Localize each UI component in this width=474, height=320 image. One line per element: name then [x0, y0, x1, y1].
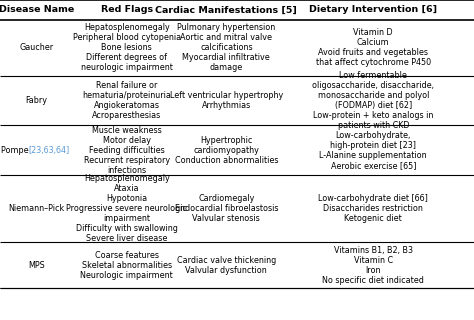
- Text: Avoid fruits and vegetables: Avoid fruits and vegetables: [318, 48, 428, 57]
- Text: MPS: MPS: [28, 260, 45, 270]
- Text: Myocardial infiltrative: Myocardial infiltrative: [182, 53, 270, 62]
- Text: L-Alanine supplementation: L-Alanine supplementation: [319, 151, 427, 160]
- Text: Different degrees of: Different degrees of: [86, 53, 167, 62]
- Text: No specific diet indicated: No specific diet indicated: [322, 276, 424, 285]
- Text: Hepatosplenomegaly: Hepatosplenomegaly: [84, 23, 170, 32]
- Text: Iron: Iron: [365, 266, 381, 275]
- Text: Feeding difficulties: Feeding difficulties: [89, 146, 164, 155]
- Text: Skeletal abnormalities: Skeletal abnormalities: [82, 260, 172, 270]
- Text: impairment: impairment: [103, 214, 150, 223]
- Text: Vitamin C: Vitamin C: [354, 256, 393, 265]
- Text: Conduction abnormalities: Conduction abnormalities: [174, 156, 278, 165]
- Text: Endocardial fibroelastosis: Endocardial fibroelastosis: [174, 204, 278, 213]
- Text: Arrhythmias: Arrhythmias: [202, 101, 251, 110]
- Text: cardiomyopathy: cardiomyopathy: [193, 146, 259, 155]
- Text: Motor delay: Motor delay: [103, 136, 151, 145]
- Text: Disease Name: Disease Name: [0, 5, 74, 14]
- Text: Neurologic impairment: Neurologic impairment: [81, 271, 173, 280]
- Text: oligosaccharide, disaccharide,: oligosaccharide, disaccharide,: [312, 81, 434, 90]
- Text: Renal failure or: Renal failure or: [96, 81, 157, 90]
- Text: Recurrent respiratory: Recurrent respiratory: [84, 156, 170, 165]
- Text: Hypertrophic: Hypertrophic: [200, 136, 253, 145]
- Text: calcifications: calcifications: [200, 43, 253, 52]
- Text: Progressive severe neurologic: Progressive severe neurologic: [66, 204, 187, 213]
- Text: Left ventricular hypertrophy: Left ventricular hypertrophy: [170, 91, 283, 100]
- Text: Red Flags: Red Flags: [101, 5, 153, 14]
- Text: Angiokeratomas: Angiokeratomas: [94, 101, 160, 110]
- Text: damage: damage: [210, 63, 243, 72]
- Text: Peripheral blood cytopenia: Peripheral blood cytopenia: [73, 33, 181, 42]
- Text: Aortic and mitral valve: Aortic and mitral valve: [180, 33, 273, 42]
- Text: [23,63,64]: [23,63,64]: [28, 146, 70, 155]
- Text: Severe liver disease: Severe liver disease: [86, 234, 167, 243]
- Text: Low fermentable: Low fermentable: [339, 71, 407, 80]
- Text: Calcium: Calcium: [357, 38, 390, 47]
- Text: Ataxia: Ataxia: [114, 184, 139, 193]
- Text: Hypotonia: Hypotonia: [106, 194, 147, 203]
- Text: Bone lesions: Bone lesions: [101, 43, 152, 52]
- Text: Gaucher: Gaucher: [20, 43, 54, 52]
- Text: neurologic impairment: neurologic impairment: [81, 63, 173, 72]
- Text: Vitamin D: Vitamin D: [354, 28, 393, 37]
- Text: Difficulty with swallowing: Difficulty with swallowing: [76, 224, 178, 233]
- Text: Vitamins B1, B2, B3: Vitamins B1, B2, B3: [334, 245, 413, 254]
- Text: Hepatosplenomegaly: Hepatosplenomegaly: [84, 174, 170, 183]
- Text: Cardiac valve thickening: Cardiac valve thickening: [177, 256, 276, 265]
- Text: infections: infections: [107, 166, 146, 175]
- Text: patients with CKD: patients with CKD: [337, 121, 409, 130]
- Text: Disaccharides restriction: Disaccharides restriction: [323, 204, 423, 213]
- Text: Niemann–Pick: Niemann–Pick: [9, 204, 65, 213]
- Text: Aerobic exercise [65]: Aerobic exercise [65]: [330, 161, 416, 170]
- Text: Dietary Intervention [6]: Dietary Intervention [6]: [309, 5, 438, 14]
- Text: Acroparesthesias: Acroparesthesias: [92, 111, 162, 120]
- Text: Valvular dysfunction: Valvular dysfunction: [185, 266, 267, 275]
- Text: Ketogenic diet: Ketogenic diet: [345, 214, 402, 223]
- Text: Pulmonary hypertension: Pulmonary hypertension: [177, 23, 275, 32]
- Text: Cardiomegaly: Cardiomegaly: [198, 194, 255, 203]
- Text: (FODMAP) diet [62]: (FODMAP) diet [62]: [335, 101, 412, 110]
- Text: monosaccharide and polyol: monosaccharide and polyol: [318, 91, 429, 100]
- Text: Low-protein + keto analogs in: Low-protein + keto analogs in: [313, 111, 433, 120]
- Text: Valvular stenosis: Valvular stenosis: [192, 214, 260, 223]
- Text: that affect cytochrome P450: that affect cytochrome P450: [316, 59, 431, 68]
- Text: Fabry: Fabry: [26, 96, 48, 105]
- Text: high-protein diet [23]: high-protein diet [23]: [330, 141, 416, 150]
- Text: Muscle weakness: Muscle weakness: [92, 126, 162, 135]
- Text: hematuria/proteinuria: hematuria/proteinuria: [82, 91, 171, 100]
- Text: Cardiac Manifestations [5]: Cardiac Manifestations [5]: [155, 5, 297, 14]
- Text: Coarse features: Coarse features: [95, 251, 159, 260]
- Text: Low-carbohydrate diet [66]: Low-carbohydrate diet [66]: [319, 194, 428, 203]
- Text: Pompe: Pompe: [1, 146, 31, 155]
- Text: Low-carbohydrate,: Low-carbohydrate,: [336, 131, 411, 140]
